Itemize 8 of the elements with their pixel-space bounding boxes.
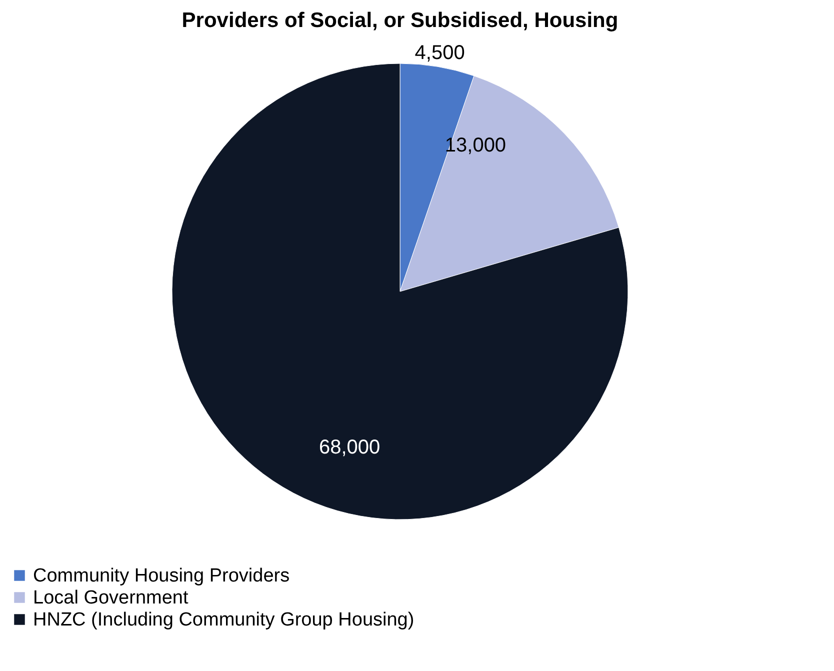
- data-label: 13,000: [444, 134, 506, 157]
- chart-title: Providers of Social, or Subsidised, Housing: [182, 9, 618, 32]
- data-label: 68,000: [318, 436, 380, 459]
- legend-label: HNZC (Including Community Group Housing): [33, 610, 414, 630]
- data-label: 4,500: [414, 42, 465, 64]
- pie-slice: [172, 63, 628, 520]
- legend-label: Local Government: [33, 588, 189, 608]
- legend-label: Community Housing Providers: [33, 566, 290, 586]
